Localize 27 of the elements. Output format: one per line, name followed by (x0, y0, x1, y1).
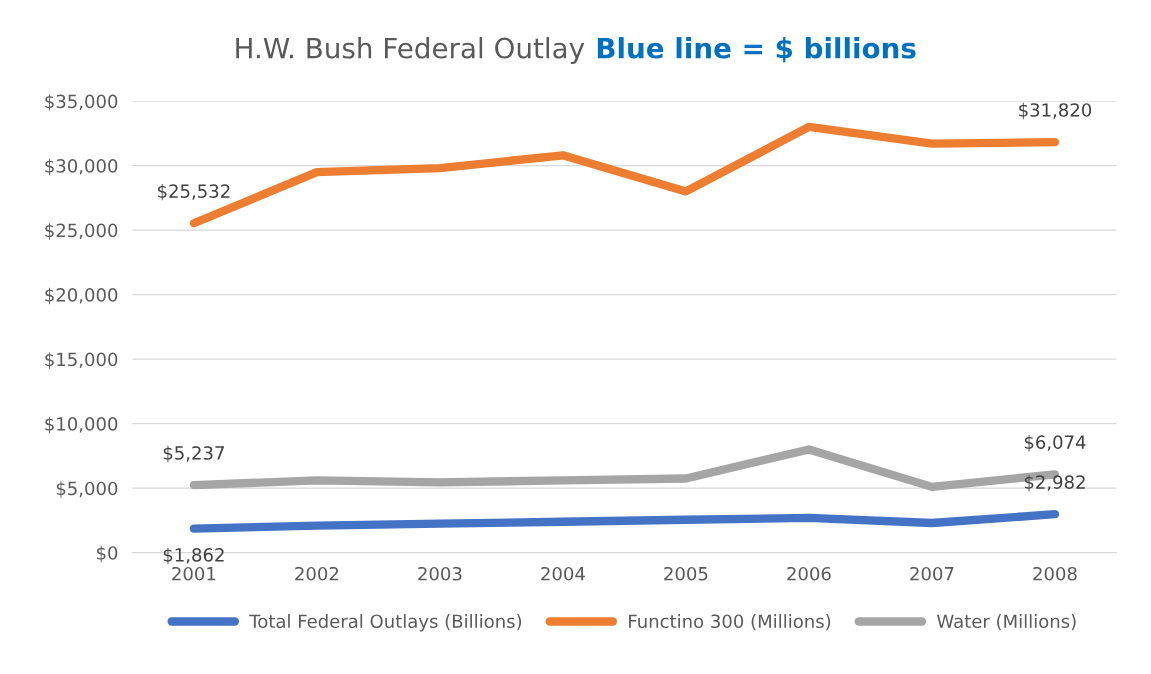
y-tick-label: $20,000 (45, 287, 118, 305)
y-tick-label: $5,000 (56, 481, 118, 498)
y-tick-label: $35,000 (45, 94, 118, 111)
x-tick-label: 2001 (172, 566, 216, 581)
y-tick-label: $0 (97, 545, 118, 563)
x-tick-label: 2006 (787, 566, 831, 581)
data-label: $1,862 (163, 547, 224, 565)
data-label: $25,532 (158, 183, 230, 201)
x-tick-label: 2005 (664, 566, 708, 581)
x-tick-label: 2002 (295, 566, 339, 581)
legend-label: Functino 300 (Millions) (629, 614, 831, 631)
x-tick-label: 2004 (541, 566, 585, 581)
data-label: $31,820 (1019, 102, 1092, 120)
x-tick-label: 2008 (1033, 566, 1077, 581)
data-label: $6,074 (1024, 435, 1086, 452)
chart-title: H.W. Bush Federal Outlay (236, 37, 585, 64)
data-label: $2,982 (1024, 474, 1085, 492)
data-label: $5,237 (163, 445, 224, 463)
x-tick-label: 2007 (910, 566, 954, 581)
chart-subtitle: Blue line = $ billions (597, 37, 916, 63)
y-tick-label: $30,000 (45, 158, 118, 176)
y-tick-label: $15,000 (45, 352, 118, 369)
legend-label: Total Federal Outlays (Billions) (249, 614, 522, 632)
y-tick-label: $25,000 (45, 223, 118, 240)
y-tick-label: $10,000 (45, 416, 118, 434)
legend-label: Water (Millions) (937, 614, 1076, 631)
x-tick-label: 2003 (418, 566, 462, 581)
